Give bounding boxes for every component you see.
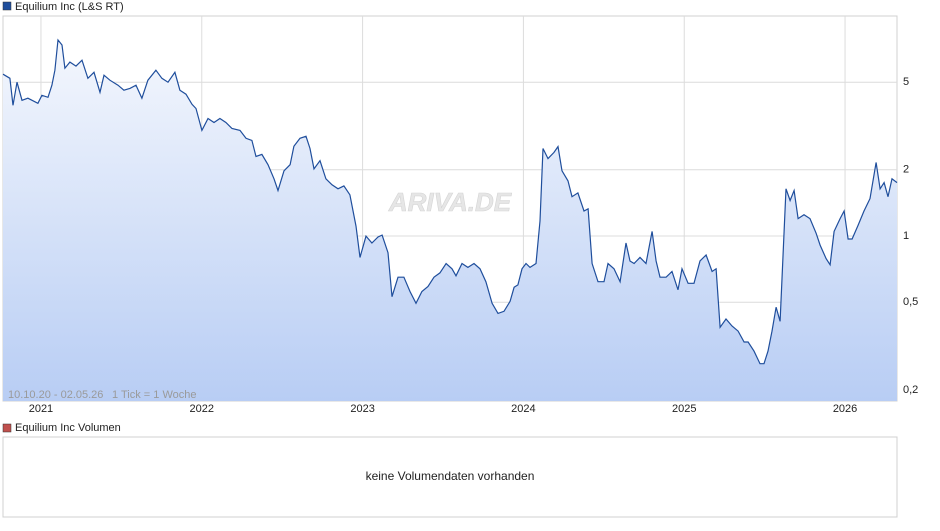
area-fill: [3, 40, 897, 401]
legend-label: Equilium Inc (L&S RT): [15, 1, 124, 13]
watermark: ARIVA.DE: [388, 187, 512, 217]
legend-label: Equilium Inc Volumen: [15, 422, 121, 434]
volume-frame: [2, 436, 898, 518]
x-tick-label: 2026: [833, 403, 857, 415]
x-tick-label: 2021: [29, 403, 53, 415]
x-tick-label: 2022: [190, 403, 214, 415]
y-tick-label: 1: [903, 230, 909, 242]
date-range: 10.10.20 - 02.05.26: [8, 389, 103, 401]
no-data-message: keine Volumendaten vorhanden: [366, 469, 535, 483]
x-tick-label: 2023: [350, 403, 374, 415]
tick-note: 1 Tick = 1 Woche: [112, 389, 196, 401]
y-tick-label: 0,5: [903, 296, 918, 308]
y-tick-label: 0,2: [903, 384, 918, 396]
y-tick-label: 5: [903, 76, 909, 88]
x-tick-label: 2024: [511, 403, 535, 415]
x-tick-label: 2025: [672, 403, 696, 415]
plot: [2, 38, 898, 401]
legend-swatch: [2, 1, 12, 11]
price-line: [2, 38, 898, 365]
legend-swatch: [2, 423, 12, 433]
y-tick-label: 2: [903, 164, 909, 176]
